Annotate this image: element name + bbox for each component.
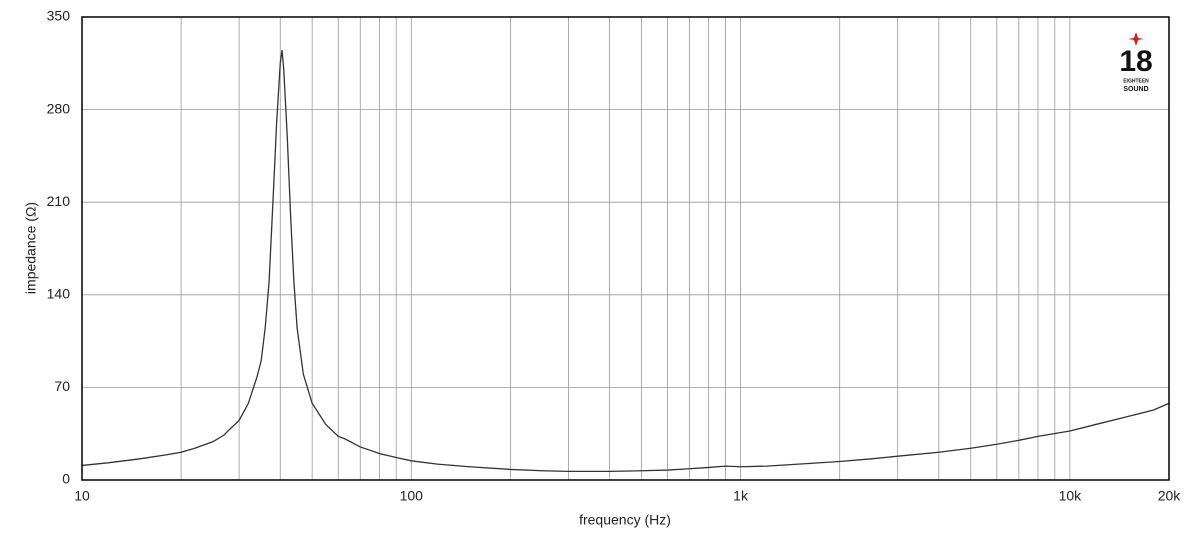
logo-text: SOUND — [1123, 86, 1148, 93]
y-tick-label: 140 — [47, 286, 71, 302]
x-tick-label: 20k — [1158, 488, 1182, 504]
y-tick-label: 350 — [47, 8, 71, 24]
logo-star — [1128, 32, 1144, 46]
y-tick-label: 70 — [54, 378, 70, 394]
y-tick-label: 0 — [62, 471, 70, 487]
x-axis-label: frequency (Hz) — [579, 512, 671, 528]
x-tick-label: 10 — [74, 488, 90, 504]
y-axis-label: impedance (Ω) — [23, 202, 39, 294]
plot-frame — [81, 16, 1170, 481]
x-tick-label: 1k — [733, 488, 749, 504]
logo-number: 18 — [1119, 45, 1152, 78]
y-tick-label: 210 — [47, 193, 71, 209]
logo-text: EIGHTEEN — [1123, 78, 1149, 84]
x-tick-label: 100 — [400, 488, 424, 504]
x-tick-label: 10k — [1059, 488, 1083, 504]
impedance-line — [81, 49, 1170, 473]
logo: 18 EIGHTEEN SOUND — [1119, 32, 1153, 93]
y-tick-label: 280 — [47, 100, 71, 116]
